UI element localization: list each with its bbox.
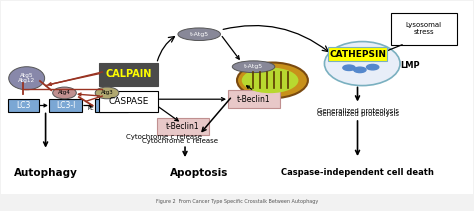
Text: LC3-I: LC3-I [56, 101, 75, 110]
Ellipse shape [9, 67, 45, 90]
Ellipse shape [242, 68, 299, 93]
Text: PE: PE [87, 106, 94, 111]
FancyBboxPatch shape [328, 47, 387, 61]
Text: t-Atg5: t-Atg5 [244, 64, 263, 69]
FancyBboxPatch shape [99, 62, 158, 86]
Text: t-Beclin1: t-Beclin1 [237, 95, 270, 104]
Text: Generalized proteolysis: Generalized proteolysis [317, 111, 399, 117]
Text: Lysosomal
stress: Lysosomal stress [406, 23, 442, 35]
FancyBboxPatch shape [49, 99, 82, 112]
Text: Autophagy: Autophagy [14, 168, 78, 178]
Ellipse shape [324, 42, 400, 86]
Text: CALPAIN: CALPAIN [105, 69, 152, 79]
FancyBboxPatch shape [95, 99, 128, 112]
Circle shape [354, 67, 366, 73]
FancyBboxPatch shape [99, 91, 158, 112]
Ellipse shape [95, 87, 119, 99]
Text: Atg5
Atg12: Atg5 Atg12 [18, 73, 36, 84]
FancyBboxPatch shape [8, 99, 39, 112]
FancyBboxPatch shape [391, 13, 457, 45]
FancyBboxPatch shape [0, 1, 474, 193]
Text: Cytochrome c release: Cytochrome c release [126, 134, 202, 140]
Text: LMP: LMP [400, 61, 419, 70]
Text: t-Beclin1: t-Beclin1 [166, 122, 200, 131]
Text: LC3: LC3 [16, 101, 30, 110]
Ellipse shape [237, 62, 308, 98]
Text: CATHEPSIN: CATHEPSIN [329, 50, 386, 59]
FancyBboxPatch shape [228, 90, 280, 108]
Circle shape [343, 65, 355, 70]
Text: Caspase-independent cell death: Caspase-independent cell death [281, 168, 434, 177]
Text: Apoptosis: Apoptosis [170, 168, 228, 178]
Text: LC3-II: LC3-II [101, 101, 123, 110]
Text: Cytochrome c release: Cytochrome c release [142, 138, 219, 144]
Circle shape [366, 64, 379, 70]
Ellipse shape [178, 28, 220, 41]
Text: t-Atg5: t-Atg5 [190, 32, 209, 37]
Text: Figure 2  From Cancer Type Specific Crosstalk Between Autophagy: Figure 2 From Cancer Type Specific Cross… [156, 199, 318, 204]
Ellipse shape [232, 61, 275, 73]
Text: Atg4: Atg4 [58, 91, 71, 95]
Ellipse shape [53, 87, 76, 99]
Text: Atg3: Atg3 [100, 91, 113, 95]
FancyBboxPatch shape [156, 118, 209, 135]
Text: Generalized proteolysis: Generalized proteolysis [317, 108, 399, 114]
Text: CASPASE: CASPASE [108, 97, 148, 106]
